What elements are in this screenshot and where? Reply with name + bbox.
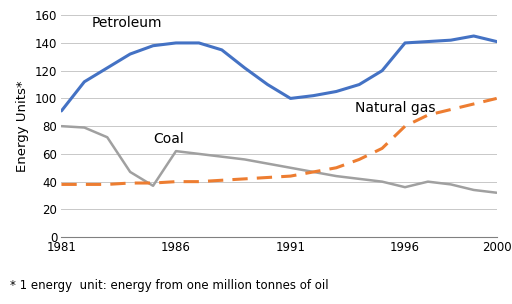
Text: Natural gas: Natural gas xyxy=(355,101,435,115)
Y-axis label: Energy Units*: Energy Units* xyxy=(16,80,29,172)
Text: Petroleum: Petroleum xyxy=(91,16,162,30)
Text: * 1 energy  unit: energy from one million tonnes of oil: * 1 energy unit: energy from one million… xyxy=(10,279,329,292)
Text: Coal: Coal xyxy=(153,132,184,146)
